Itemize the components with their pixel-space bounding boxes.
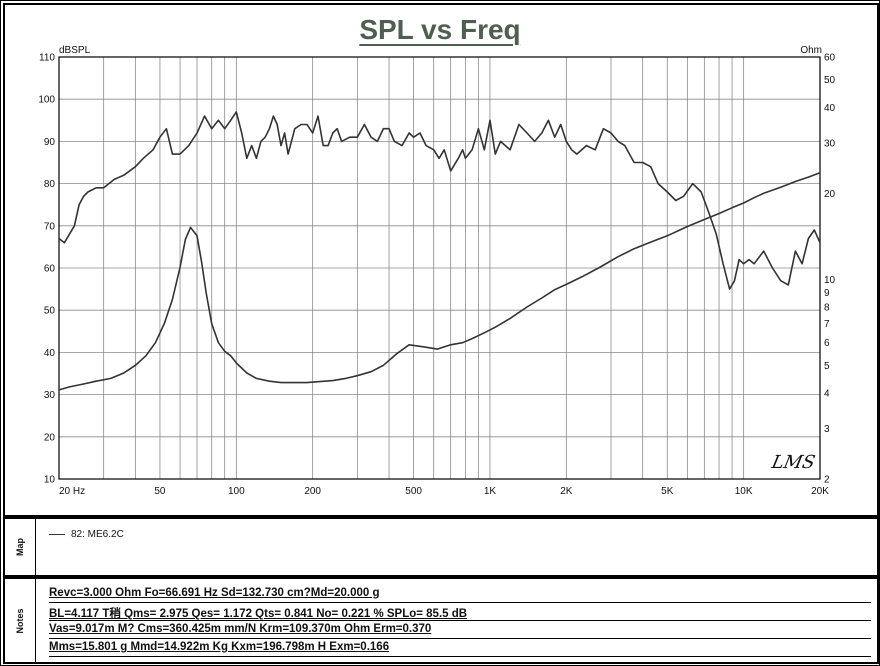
x-tick-label: 500 (405, 486, 422, 497)
note-line-4: Mms=15.801 g Mmd=14.922m Kg Kxm=196.798m… (49, 641, 390, 653)
left-tick-label: 40 (44, 348, 56, 359)
chart-panel (3, 3, 879, 517)
right-tick-label: 7 (824, 319, 830, 330)
left-tick-label: 30 (44, 390, 56, 401)
right-tick-label: 8 (824, 302, 830, 313)
x-tick-label: 20K (811, 486, 829, 497)
note-line-1: Revc=3.000 Ohm Fo=66.691 Hz Sd=132.730 c… (49, 587, 380, 599)
right-tick-label: 20 (824, 189, 836, 200)
left-tick-label: 100 (38, 95, 55, 106)
legend-entry[interactable]: 82: ME6.2C (49, 529, 124, 540)
right-tick-label: 50 (824, 75, 836, 86)
note-line-3: Vas=9.017m M? Cms=360.425m mm/N Krm=109.… (49, 623, 432, 635)
right-tick-label: 40 (824, 103, 836, 114)
x-tick-label: 200 (304, 486, 321, 497)
legend-entry-label: 82: ME6.2C (71, 529, 124, 540)
right-tick-label: 2 (824, 475, 830, 486)
x-tick-label: 20 Hz (59, 486, 85, 497)
impedance-curve (58, 172, 821, 391)
left-tick-label: 110 (39, 53, 55, 64)
notes-label: Notes (15, 607, 25, 634)
left-tick-label: 60 (44, 264, 56, 275)
map-label: Map (15, 538, 25, 556)
x-tick-label: 100 (228, 486, 245, 497)
right-tick-label: 6 (824, 338, 830, 349)
axes: 10 20 30 40 50 60 70 80 90 100 110 2 3 4 5 6 7 8 9 10 20 30 40… (38, 45, 835, 497)
grid-lines (58, 56, 821, 480)
notes-side-label: Notes (5, 579, 36, 662)
lms-watermark: LMS (769, 452, 817, 473)
spl-curve (58, 111, 821, 290)
notes-panel: Notes Revc=3.000 Ohm Fo=66.691 Hz Sd=132… (3, 577, 879, 664)
left-axis-unit: dBSPL (59, 45, 91, 56)
right-tick-label: 60 (824, 53, 836, 64)
right-tick-label: 3 (824, 424, 830, 435)
map-panel: Map 82: ME6.2C (3, 517, 879, 577)
spl-frequency-chart: 10 20 30 40 50 60 70 80 90 100 110 2 3 4 5 6 7 8 9 10 20 30 40… (38, 45, 835, 497)
series-layer (58, 111, 821, 391)
left-tick-label: 10 (44, 475, 56, 486)
x-tick-label: 10K (735, 486, 753, 497)
left-tick-label: 70 (44, 221, 56, 232)
x-tick-label: 50 (154, 486, 166, 497)
right-tick-label: 10 (824, 275, 836, 286)
note-rule-4 (49, 656, 871, 657)
note-line-2: BL=4.117 T稍 Qms= 2.975 Qes= 1.172 Qts= 0… (49, 608, 468, 620)
x-tick-label: 1K (484, 486, 497, 497)
right-tick-label: 4 (824, 388, 830, 399)
right-axis-unit: Ohm (800, 45, 822, 56)
right-tick-label: 5 (824, 361, 830, 372)
left-tick-label: 50 (44, 306, 56, 317)
right-tick-label: 30 (824, 139, 836, 150)
chart-title: SPL vs Freq (359, 14, 521, 45)
x-tick-label: 2K (560, 486, 573, 497)
x-tick-label: 5K (661, 486, 674, 497)
left-tick-label: 90 (44, 137, 56, 148)
right-tick-label: 9 (824, 288, 830, 299)
legend-swatch (49, 534, 65, 535)
left-tick-label: 80 (44, 179, 56, 190)
note-rule-3 (49, 638, 871, 639)
map-side-label: Map (5, 519, 36, 575)
left-tick-label: 20 (44, 432, 56, 443)
note-rule-2 (49, 620, 871, 621)
plot-border (58, 56, 821, 480)
note-rule-1 (49, 602, 871, 603)
